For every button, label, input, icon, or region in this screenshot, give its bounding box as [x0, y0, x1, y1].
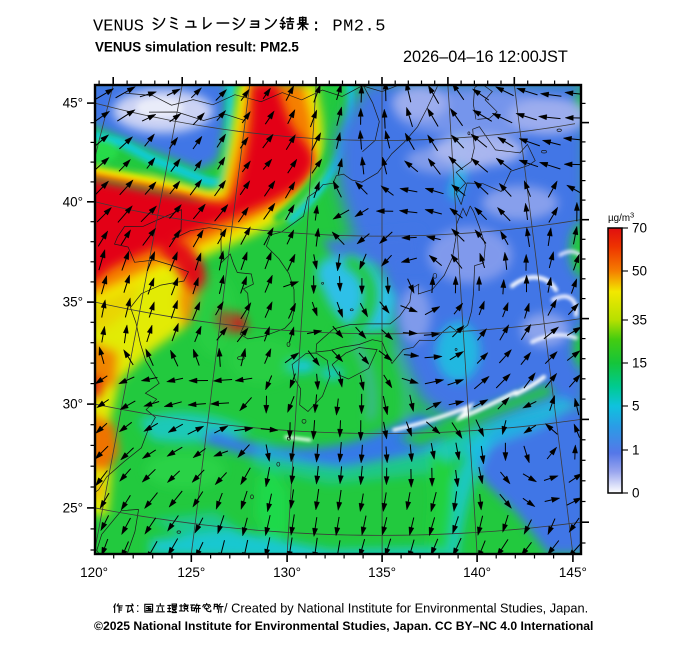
svg-text:50: 50	[632, 264, 647, 279]
svg-text:45°: 45°	[63, 96, 83, 111]
svg-text:1: 1	[632, 443, 640, 458]
svg-text:135°: 135°	[368, 565, 396, 580]
svg-text:15: 15	[632, 356, 647, 371]
svg-text:2026–04–16 12:00JST: 2026–04–16 12:00JST	[403, 48, 568, 66]
svg-text:5: 5	[632, 399, 640, 414]
svg-text:/ Created by National Institut: / Created by National Institute for Envi…	[224, 601, 588, 616]
svg-text:©2025 National Institute for E: ©2025 National Institute for Environment…	[94, 619, 593, 633]
svg-text:VENUS simulation result: PM2.5: VENUS simulation result: PM2.5	[95, 40, 299, 55]
svg-text:25°: 25°	[63, 500, 83, 515]
svg-text:: PM2.5: : PM2.5	[311, 18, 386, 37]
svg-text:145°: 145°	[559, 565, 587, 580]
svg-text:0: 0	[632, 486, 640, 501]
svg-text:130°: 130°	[273, 565, 301, 580]
svg-text:140°: 140°	[463, 565, 491, 580]
svg-text:30°: 30°	[63, 397, 83, 412]
svg-text:35°: 35°	[63, 295, 83, 310]
svg-text:VENUS: VENUS	[93, 18, 144, 37]
svg-text:120°: 120°	[80, 565, 108, 580]
svg-text:35: 35	[632, 313, 647, 328]
svg-text:µg/m3: µg/m3	[608, 211, 634, 225]
svg-text:40°: 40°	[63, 194, 83, 209]
svg-text:125°: 125°	[177, 565, 205, 580]
svg-text::: :	[136, 601, 139, 615]
svg-text:70: 70	[632, 221, 647, 236]
